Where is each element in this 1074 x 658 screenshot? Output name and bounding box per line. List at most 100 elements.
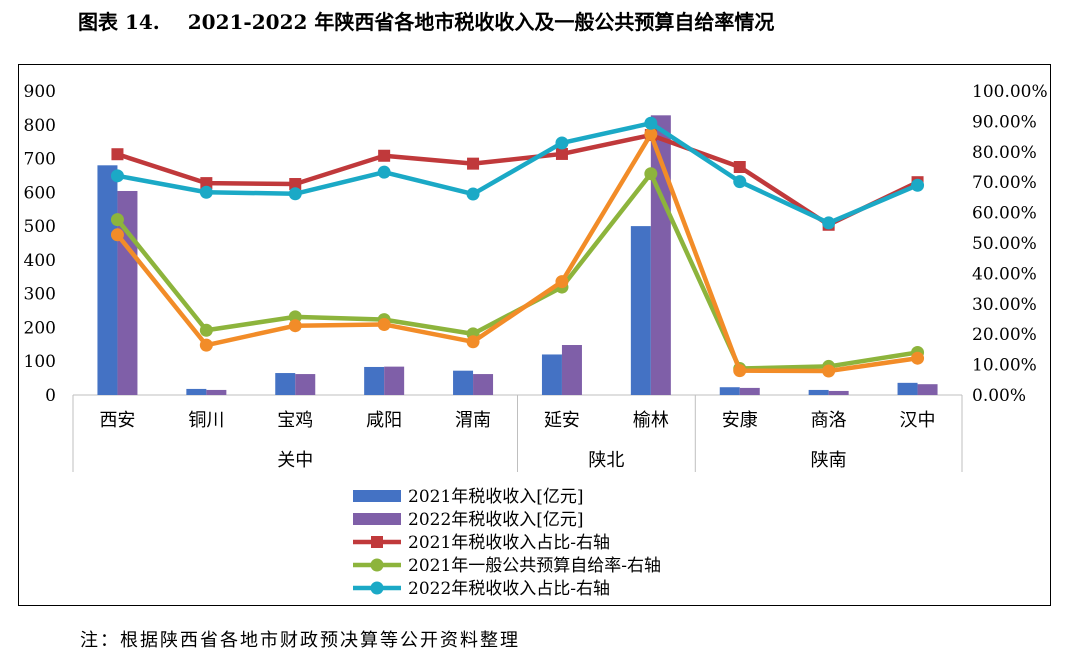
bar-2021-tax-revenue: [364, 366, 385, 395]
bar-2022-tax-revenue: [384, 366, 405, 395]
y-right-tick-label: 40.00%: [972, 264, 1037, 284]
bar-2022-tax-revenue: [206, 389, 227, 395]
line-point-circle: [644, 116, 658, 130]
bar-2021-tax-revenue: [719, 387, 740, 395]
y-left-tick-label: 200: [24, 318, 56, 338]
line-point-circle: [733, 364, 747, 378]
x-tick-label: 安康: [722, 410, 758, 431]
y-right-tick-label: 80.00%: [972, 143, 1037, 163]
line-point-square: [733, 161, 746, 173]
chart-title: 图表 14. 2021-2022 年陕西省各地市税收收入及一般公共预算自给率情况: [78, 6, 774, 35]
line-point-circle: [199, 338, 213, 352]
line-point-square: [555, 147, 568, 160]
x-tick-label: 榆林: [633, 410, 669, 431]
line-point-circle: [555, 136, 569, 150]
x-tick-label: 西安: [99, 410, 135, 431]
y-left-tick-label: 900: [24, 82, 56, 102]
line-point-circle: [110, 228, 124, 242]
line-point-circle: [733, 175, 747, 189]
bar-2021-tax-revenue: [541, 354, 562, 395]
line-point-circle: [199, 185, 213, 199]
x-tick-label: 汉中: [900, 410, 936, 431]
category-group-label: 陕南: [811, 450, 847, 471]
line-point-circle: [288, 187, 302, 201]
line-point-circle: [110, 169, 124, 183]
x-tick-label: 商洛: [811, 410, 847, 431]
source-note: 注：根据陕西省各地市财政预决算等公开资料整理: [80, 630, 520, 651]
bar-2022-tax-revenue: [561, 345, 582, 395]
y-left-tick-label: 0: [45, 386, 56, 406]
y-left-tick-label: 800: [24, 116, 56, 136]
y-left-tick-label: 700: [24, 150, 56, 170]
x-tick-label: 延安: [544, 410, 580, 431]
y-left-tick-label: 600: [24, 183, 56, 203]
line-point-circle: [911, 351, 925, 365]
line-point-circle: [822, 364, 836, 378]
y-left-tick-label: 300: [24, 285, 56, 305]
y-right-tick-label: 100.00%: [972, 82, 1048, 102]
line-point-square: [289, 178, 302, 191]
y-left-tick-label: 400: [24, 251, 56, 271]
legend-marker-circle: [370, 581, 384, 595]
bar-2021-tax-revenue: [897, 382, 918, 395]
y-right-tick-label: 10.00%: [972, 356, 1037, 376]
bar-2022-tax-revenue: [917, 384, 938, 395]
line-point-square: [111, 148, 124, 161]
line-point-circle: [644, 167, 658, 181]
line-point-circle: [822, 216, 836, 230]
line-point-square: [467, 157, 480, 170]
bar-2021-tax-revenue: [97, 165, 118, 395]
legend-label: 2021年税收收入占比-右轴: [408, 533, 610, 553]
category-group-label: 关中: [277, 450, 313, 471]
x-tick-label: 渭南: [455, 410, 491, 431]
y-right-tick-label: 30.00%: [972, 295, 1037, 315]
line-series-3: [115, 131, 920, 374]
line-point-circle: [377, 165, 391, 179]
x-tick-label: 铜川: [188, 410, 224, 431]
y-right-tick-label: 70.00%: [972, 173, 1037, 193]
x-tick-label: 咸阳: [366, 410, 402, 431]
line-point-circle: [466, 335, 480, 349]
y-right-tick-label: 0.00%: [972, 386, 1026, 406]
line-point-circle: [466, 187, 480, 201]
line-point-circle: [911, 178, 925, 192]
bar-2021-tax-revenue: [275, 373, 296, 395]
figure-title-text: 2021-2022 年陕西省各地市税收收入及一般公共预算自给率情况: [187, 10, 775, 34]
line-point-circle: [555, 275, 569, 289]
line-point-square: [200, 177, 213, 190]
bar-2021-tax-revenue: [808, 389, 829, 395]
line-point-square: [378, 149, 391, 162]
y-left-tick-label: 500: [24, 217, 56, 237]
y-right-tick-label: 20.00%: [972, 325, 1037, 345]
bar-2022-tax-revenue: [828, 390, 849, 395]
line-point-circle: [644, 127, 658, 141]
line-point-circle: [377, 317, 391, 331]
bar-2021-tax-revenue: [453, 370, 474, 395]
bar-2022-tax-revenue: [473, 374, 494, 395]
y-right-tick-label: 90.00%: [972, 112, 1037, 132]
bar-2022-tax-revenue: [739, 387, 760, 395]
legend-marker-circle: [370, 558, 384, 572]
line-series-2: [115, 120, 920, 226]
chart-frame: [18, 64, 1051, 606]
legend-swatch-bar: [353, 490, 401, 502]
x-tick-label: 宝鸡: [277, 410, 313, 431]
legend-label: 2022年税收收入占比-右轴: [408, 579, 610, 599]
legend-label: 2022年税收收入[亿元]: [408, 510, 584, 530]
figure-label: 图表 14.: [78, 10, 160, 34]
legend-marker-square: [371, 536, 383, 548]
y-right-tick-label: 50.00%: [972, 234, 1037, 254]
line-point-circle: [288, 319, 302, 333]
legend-label: 2021年税收收入[亿元]: [408, 487, 584, 507]
bar-2022-tax-revenue: [295, 374, 316, 395]
category-group-label: 陕北: [588, 450, 624, 471]
y-left-tick-label: 100: [24, 352, 56, 372]
legend-swatch-bar: [353, 513, 401, 525]
line-series-0: [115, 132, 920, 228]
bar-2021-tax-revenue: [186, 388, 207, 395]
y-right-tick-label: 60.00%: [972, 204, 1037, 224]
line-point-circle: [110, 213, 124, 227]
legend-label: 2021年一般公共预算自给率-右轴: [408, 556, 661, 576]
line-point-circle: [199, 323, 213, 337]
